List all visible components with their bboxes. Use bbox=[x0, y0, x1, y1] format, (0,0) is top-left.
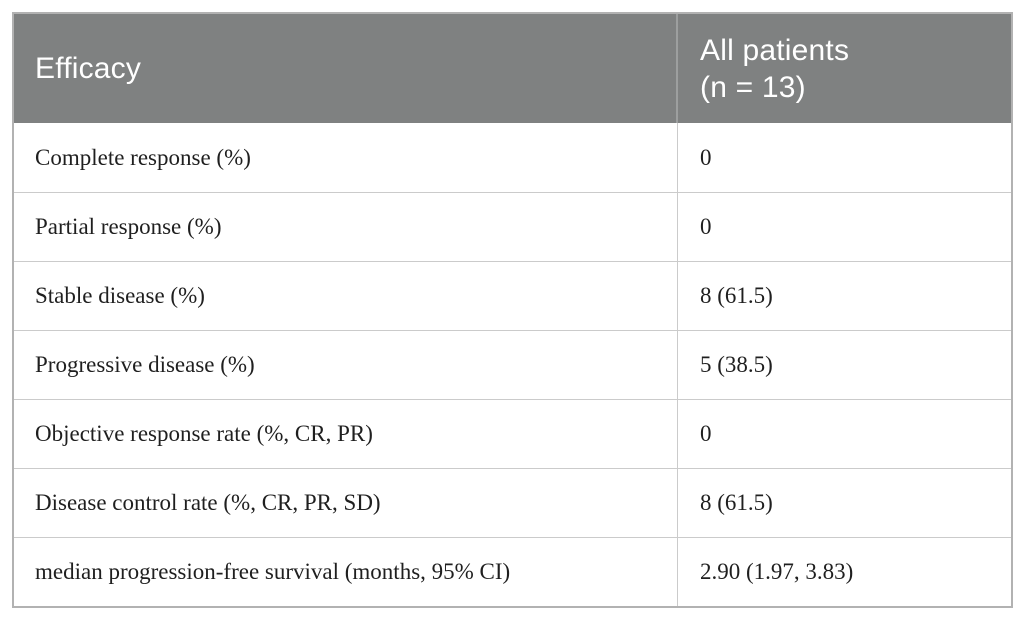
header-all-patients-line1: All patients bbox=[700, 33, 850, 67]
row-value-median-pfs: 2.90 (1.97, 3.83) bbox=[700, 559, 854, 584]
table-body: Complete response (%) 0 Partial response… bbox=[14, 123, 1011, 606]
table-row: Progressive disease (%) 5 (38.5) bbox=[14, 330, 1011, 399]
row-label-partial-response: Partial response (%) bbox=[14, 193, 678, 261]
header-all-patients-label: All patients (n = 13) bbox=[700, 32, 849, 106]
header-cell-all-patients: All patients (n = 13) bbox=[678, 14, 1011, 123]
row-label-objective-response-rate: Objective response rate (%, CR, PR) bbox=[14, 400, 678, 468]
efficacy-table: Efficacy All patients (n = 13) Complete … bbox=[12, 12, 1013, 608]
table-row: Partial response (%) 0 bbox=[14, 192, 1011, 261]
row-value-objective-response-rate: 0 bbox=[700, 421, 712, 446]
row-value-complete-response: 0 bbox=[700, 144, 712, 170]
row-label-progressive-disease: Progressive disease (%) bbox=[14, 331, 678, 399]
row-label-stable-disease: Stable disease (%) bbox=[14, 262, 678, 330]
header-cell-efficacy: Efficacy bbox=[14, 14, 678, 123]
row-label-disease-control-rate: Disease control rate (%, CR, PR, SD) bbox=[14, 469, 678, 537]
table-row: Objective response rate (%, CR, PR) 0 bbox=[14, 399, 1011, 468]
row-value-progressive-disease: 5 (38.5) bbox=[700, 352, 773, 377]
table-row: median progression-free survival (months… bbox=[14, 537, 1011, 606]
header-all-patients-line2: (n = 13) bbox=[700, 70, 806, 104]
header-efficacy-label: Efficacy bbox=[35, 51, 142, 85]
table-row: Stable disease (%) 8 (61.5) bbox=[14, 261, 1011, 330]
table-header-row: Efficacy All patients (n = 13) bbox=[14, 14, 1011, 123]
row-value-partial-response: 0 bbox=[700, 214, 712, 239]
row-value-stable-disease: 8 (61.5) bbox=[700, 283, 773, 308]
row-label-median-pfs: median progression-free survival (months… bbox=[14, 538, 678, 606]
row-label-complete-response: Complete response (%) bbox=[14, 123, 678, 192]
table-row: Disease control rate (%, CR, PR, SD) 8 (… bbox=[14, 468, 1011, 537]
row-value-disease-control-rate: 8 (61.5) bbox=[700, 490, 773, 515]
table-row: Complete response (%) 0 bbox=[14, 123, 1011, 192]
